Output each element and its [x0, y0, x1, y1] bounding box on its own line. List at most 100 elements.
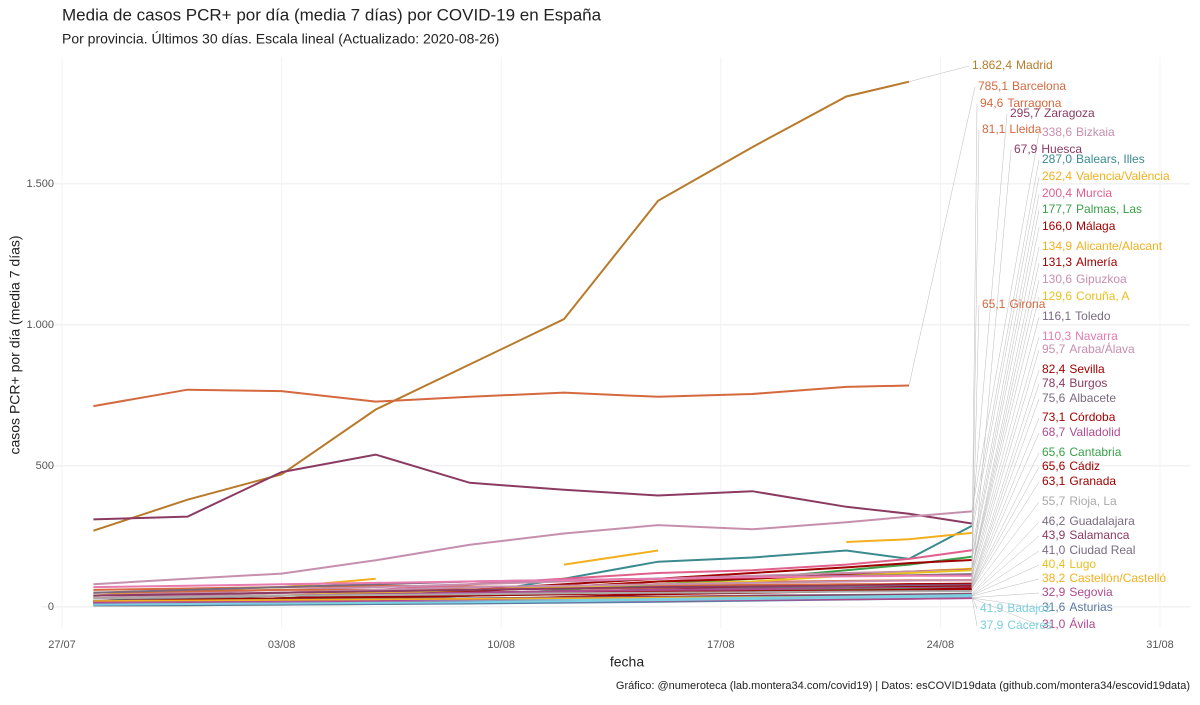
- series-label: 31,6 Asturias: [1042, 600, 1113, 614]
- value-label: 785,1: [978, 79, 1008, 93]
- value-label: 134,9: [1042, 239, 1072, 253]
- series-label: 43,9 Salamanca: [1042, 528, 1130, 542]
- legend-label: Navarra: [1075, 329, 1118, 343]
- legend-label: Balears, Illes: [1076, 152, 1145, 166]
- value-label: 130,6: [1042, 272, 1072, 286]
- leader-line: [971, 226, 1040, 561]
- series-label: 65,6 Cantabria: [1042, 445, 1122, 459]
- leader-line: [971, 209, 1040, 557]
- value-label: 78,4: [1042, 376, 1066, 390]
- leader-line: [971, 336, 1040, 576]
- series-line: [93, 453, 972, 525]
- value-label: 65,6: [1042, 445, 1066, 459]
- leader-line: [971, 564, 1040, 596]
- series-label: 32,9 Segovia: [1042, 585, 1113, 599]
- legend-label: Valencia/València: [1076, 169, 1170, 183]
- series-label: 55,7 Rioja, La: [1042, 494, 1117, 508]
- series-label: 75,6 Albacete: [1042, 391, 1116, 405]
- value-label: 40,4: [1042, 557, 1066, 571]
- series-label: 65,1 Girona: [982, 297, 1046, 311]
- leader-line: [971, 466, 1040, 589]
- series-label: 785,1 Barcelona: [978, 79, 1066, 93]
- series-label: 46,2 Guadalajara: [1042, 514, 1135, 528]
- legend-label: Zaragoza: [1044, 106, 1095, 120]
- legend-label: Tarragona: [1007, 96, 1061, 110]
- value-label: 177,7: [1042, 202, 1072, 216]
- legend-label: Burgos: [1069, 376, 1107, 390]
- leader-line: [971, 481, 1040, 590]
- series-label: 287,0 Balears, Illes: [1042, 152, 1145, 166]
- value-label: 94,6: [980, 96, 1004, 110]
- leader-line: [971, 597, 1040, 626]
- series-label: 63,1 Granada: [1042, 474, 1116, 488]
- value-label: 200,4: [1042, 186, 1072, 200]
- leader-line: [971, 521, 1040, 594]
- value-label: 65,6: [1042, 459, 1066, 473]
- series-label: 166,0 Málaga: [1042, 219, 1116, 233]
- x-tick-label: 17/08: [707, 639, 735, 651]
- series-label: 37,9 Cáceres: [980, 618, 1052, 632]
- leader-line: [971, 597, 1040, 609]
- legend-label: Madrid: [1016, 58, 1053, 72]
- leader-line: [971, 113, 1008, 524]
- value-label: 75,6: [1042, 391, 1066, 405]
- leader-line: [971, 159, 1040, 526]
- leader-line: [971, 176, 1040, 533]
- leader-line: [971, 262, 1040, 570]
- x-tick-label: 31/08: [1146, 639, 1174, 651]
- legend-label: Valladolid: [1069, 425, 1120, 439]
- y-tick-label: 0: [48, 601, 54, 613]
- legend-label: Gipuzkoa: [1076, 272, 1127, 286]
- leader-line: [971, 279, 1040, 571]
- value-label: 295,7: [1010, 106, 1040, 120]
- series-lines: [93, 80, 973, 607]
- legend-label: Cádiz: [1069, 459, 1100, 473]
- series-line: [93, 595, 972, 606]
- series-label: 338,6 Bizkaia: [1042, 125, 1115, 139]
- series-label: 200,4 Murcia: [1042, 186, 1112, 200]
- value-label: 31,6: [1042, 600, 1066, 614]
- legend-label: Ávila: [1069, 616, 1095, 631]
- legend-label: Almería: [1076, 255, 1118, 269]
- series-label: 31,0 Ávila: [1042, 616, 1096, 631]
- legend-label: Sevilla: [1069, 362, 1105, 376]
- legend-label: Alicante/Alacant: [1076, 239, 1163, 253]
- value-label: 31,0: [1042, 617, 1066, 631]
- y-tick-label: 500: [36, 460, 54, 472]
- series-line: [93, 590, 972, 600]
- value-label: 67,9: [1014, 142, 1038, 156]
- series-label: 41,0 Ciudad Real: [1042, 543, 1135, 557]
- series-label: 68,7 Valladolid: [1042, 425, 1121, 439]
- series-label: 82,4 Sevilla: [1042, 362, 1105, 376]
- chart-subtitle: Por provincia. Últimos 30 días. Escala l…: [62, 31, 499, 47]
- series-label: 295,7 Zaragoza: [1010, 106, 1095, 120]
- series-label: 1.862,4 Madrid: [972, 58, 1053, 72]
- series-label: 73,1 Córdoba: [1042, 410, 1116, 424]
- leader-line: [971, 246, 1040, 569]
- value-label: 287,0: [1042, 152, 1072, 166]
- leader-line: [971, 296, 1040, 571]
- leader-line: [908, 65, 970, 82]
- series-label: 116,1 Toledo: [1042, 309, 1111, 323]
- end-labels: 1.862,4 Madrid 785,1 Barcelona 94,6 Tarragona…: [908, 58, 1170, 632]
- value-label: 95,7: [1042, 342, 1066, 356]
- leader-line: [971, 383, 1040, 585]
- series-line: [93, 510, 972, 586]
- value-label: 129,6: [1042, 289, 1072, 303]
- legend-label: Castellón/Castelló: [1069, 571, 1166, 585]
- legend-label: Coruña, A: [1076, 289, 1129, 303]
- value-label: 116,1: [1042, 309, 1071, 323]
- leader-line: [971, 596, 978, 627]
- chart-title: Media de casos PCR+ por día (media 7 día…: [62, 5, 602, 24]
- leader-line: [971, 417, 1040, 587]
- legend-label: Cáceres: [1007, 618, 1052, 632]
- series-line: [93, 384, 910, 408]
- series-label: 78,4 Burgos: [1042, 376, 1107, 390]
- legend-label: Granada: [1069, 474, 1116, 488]
- value-label: 110,3: [1042, 329, 1071, 343]
- leader-line: [971, 129, 980, 584]
- legend-label: Bizkaia: [1076, 125, 1115, 139]
- legend-label: Toledo: [1075, 309, 1111, 323]
- legend-label: Segovia: [1069, 585, 1113, 599]
